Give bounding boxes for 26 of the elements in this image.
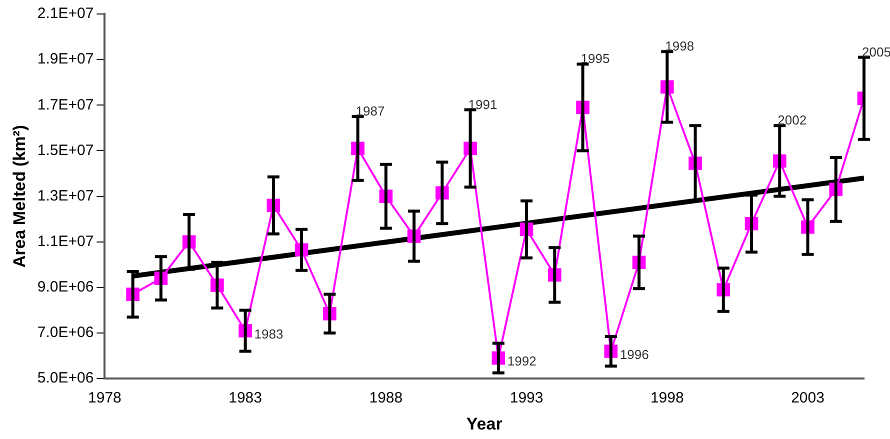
x-axis-title: Year xyxy=(466,414,503,434)
x-tick-label: 1998 xyxy=(650,390,684,407)
x-tick-label: 2003 xyxy=(791,390,824,407)
annotation: 1992 xyxy=(507,354,536,369)
x-tick-label: 1993 xyxy=(510,390,544,407)
x-tick-label: 1978 xyxy=(88,390,122,407)
annotation: 1996 xyxy=(620,346,649,362)
y-tick-label: 9.0E+06 xyxy=(37,278,94,296)
annotation: 1991 xyxy=(468,96,498,112)
y-axis-title: Area Melted (km²) xyxy=(10,124,29,268)
y-tick-label: 5.0E+06 xyxy=(37,370,94,387)
y-tick-label: 1.5E+07 xyxy=(37,142,94,159)
x-tick-label: 1983 xyxy=(228,390,262,407)
y-tick-label: 7.0E+06 xyxy=(37,324,94,342)
annotation: 1998 xyxy=(665,38,694,54)
y-tick-label: 2.1E+07 xyxy=(37,5,94,22)
y-tick-label: 1.1E+07 xyxy=(37,233,94,250)
y-tick-label: 1.9E+07 xyxy=(37,50,94,68)
annotation: 1983 xyxy=(254,326,284,342)
x-tick-label: 1988 xyxy=(369,390,403,407)
y-tick-label: 1.7E+07 xyxy=(37,96,94,114)
annotation: 1987 xyxy=(356,104,385,119)
annotation: 1995 xyxy=(580,51,610,66)
annotation: 2002 xyxy=(778,112,807,128)
annotation: 2005 xyxy=(862,44,890,60)
y-tick-label: 1.3E+07 xyxy=(37,187,94,204)
